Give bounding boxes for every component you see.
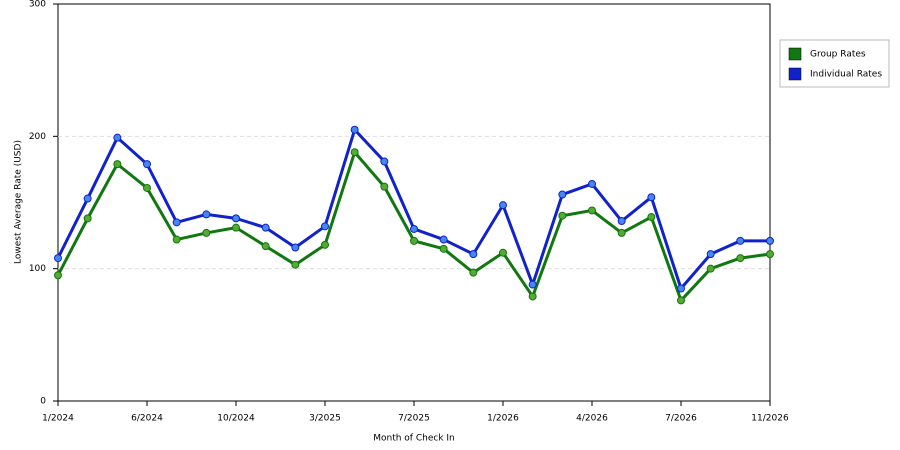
data-point	[232, 214, 240, 223]
plot-area	[57, 3, 771, 402]
x-tick-label: 10/2024	[217, 414, 255, 424]
data-point	[380, 157, 389, 166]
data-point	[647, 213, 656, 222]
data-point	[558, 190, 567, 199]
y-tick-label: 100	[29, 264, 46, 274]
x-tick-label: 7/2026	[665, 414, 697, 424]
x-tick-label: 7/2025	[398, 414, 430, 424]
data-point	[766, 236, 774, 245]
data-point	[766, 250, 774, 259]
data-point	[647, 193, 656, 202]
x-axis-title: Month of Check In	[373, 434, 455, 444]
data-point	[410, 224, 418, 233]
data-point	[558, 211, 567, 220]
legend-swatch	[788, 67, 802, 81]
data-point	[439, 235, 448, 244]
legend-label: Individual Rates	[810, 70, 882, 80]
data-point	[706, 264, 715, 273]
data-point	[736, 236, 745, 245]
y-tick-label: 0	[40, 397, 46, 407]
data-point	[232, 223, 240, 232]
data-point	[291, 243, 300, 252]
data-point	[499, 201, 507, 210]
data-point	[83, 214, 92, 223]
data-point	[617, 217, 626, 226]
data-point	[469, 250, 478, 259]
x-tick-label: 1/2026	[487, 414, 519, 424]
x-tick-label: 1/2024	[42, 414, 74, 424]
data-point	[439, 244, 448, 253]
data-point	[350, 148, 359, 157]
legend-label: Group Rates	[810, 50, 866, 60]
data-point	[380, 182, 389, 191]
data-point	[410, 236, 418, 245]
data-point	[83, 194, 92, 203]
data-point	[617, 228, 626, 237]
data-point	[706, 250, 715, 259]
data-point	[588, 179, 596, 188]
x-tick-label: 4/2026	[576, 414, 608, 424]
data-point	[202, 228, 211, 237]
x-tick-label: 3/2025	[309, 414, 341, 424]
data-point	[202, 210, 211, 219]
data-point	[350, 125, 359, 134]
data-point	[499, 248, 507, 257]
data-point	[113, 133, 122, 142]
data-point	[172, 235, 181, 244]
data-point	[321, 240, 329, 249]
data-point	[261, 223, 270, 232]
data-point	[677, 284, 685, 293]
data-point	[54, 271, 62, 280]
data-point	[143, 183, 151, 192]
legend-swatch	[788, 47, 802, 61]
data-point	[588, 206, 596, 215]
data-point	[528, 292, 537, 301]
data-point	[469, 268, 478, 277]
data-point	[528, 280, 537, 289]
data-point	[321, 222, 329, 231]
data-point	[143, 160, 151, 169]
y-axis-title: Lowest Average Rate (USD)	[14, 140, 24, 264]
x-tick-label: 11/2026	[751, 414, 789, 424]
y-tick-label: 300	[29, 0, 46, 10]
x-tick-label: 6/2024	[131, 414, 163, 424]
y-tick-label: 200	[29, 132, 46, 142]
data-point	[736, 254, 745, 263]
data-point	[291, 260, 300, 269]
data-point	[172, 218, 181, 227]
data-point	[54, 254, 62, 263]
data-point	[113, 160, 122, 169]
data-point	[677, 296, 685, 305]
data-point	[261, 242, 270, 251]
